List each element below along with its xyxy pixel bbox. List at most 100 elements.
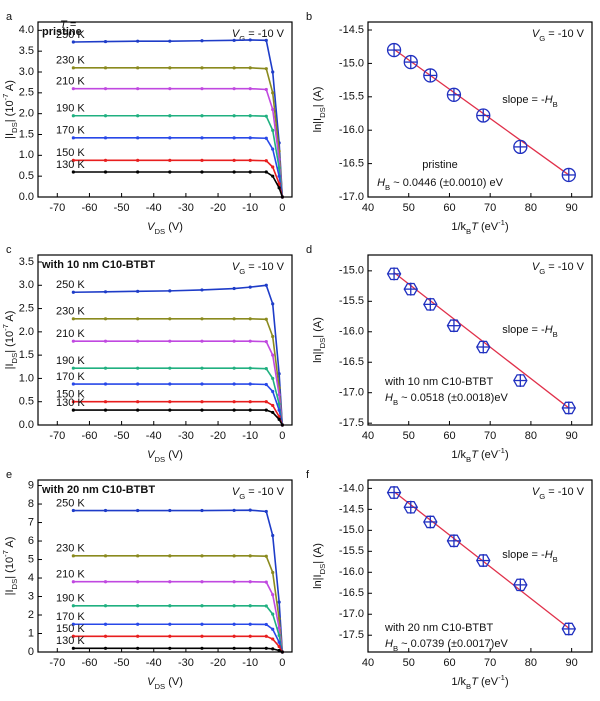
iv-point (71, 317, 75, 321)
result-note-part: H (385, 392, 393, 404)
iv-point (168, 408, 172, 412)
iv-point (136, 317, 140, 321)
x-axis-label-part: DS (154, 227, 165, 236)
iv-point (136, 39, 140, 43)
iv-point (277, 393, 281, 397)
result-note-part: ~ 0.0739 (±0.0017)eV (398, 638, 508, 650)
series-label: 250 K (56, 497, 85, 509)
iv-point (168, 382, 172, 386)
x-axis-label-part: -1 (498, 673, 505, 682)
x-axis-label-part: ) (505, 449, 509, 461)
x-axis-label-part: B (466, 227, 471, 236)
iv-point (271, 70, 275, 74)
x-tick-label: -70 (49, 430, 65, 442)
iv-curve (73, 137, 284, 198)
plot-frame (37, 21, 293, 198)
x-tick-label: 70 (484, 202, 496, 214)
y-axis-label-part: ln|I (312, 118, 324, 132)
gate-voltage-note-part: V (232, 28, 241, 40)
iv-point (248, 646, 252, 650)
y-tick-label: -17.5 (339, 629, 364, 641)
slope-note: slope = -HB (502, 94, 558, 109)
iv-point (264, 283, 268, 287)
gate-voltage-note-part: G (239, 492, 245, 501)
y-axis-label: |IDS| (10-7 A) (1, 311, 19, 370)
result-note: HB ~ 0.0446 (±0.0010) eV (377, 177, 504, 192)
iv-point (232, 408, 236, 412)
x-axis-label-part: (eV (478, 676, 499, 688)
iv-point (277, 166, 281, 170)
y-tick-label: -16.0 (339, 326, 364, 338)
iv-point (264, 317, 268, 321)
y-axis-label-part: | (10 (4, 331, 16, 353)
iv-point (71, 400, 75, 404)
iv-point (248, 622, 252, 626)
iv-curve (73, 400, 284, 426)
iv-point (248, 508, 252, 512)
x-tick-label: 80 (525, 430, 537, 442)
x-tick-label: 0 (279, 430, 285, 442)
fit-line (393, 48, 570, 176)
iv-point (103, 382, 108, 386)
x-tick-label: 90 (566, 202, 578, 214)
slope-note-part: B (553, 330, 558, 339)
slope-note-part: B (553, 555, 558, 564)
gate-voltage-note-part: = -10 V (245, 261, 284, 273)
iv-point (200, 39, 204, 43)
data-point (476, 108, 491, 123)
fit-line (393, 272, 570, 409)
gate-voltage-note: VG = -10 V (532, 486, 585, 501)
data-point (561, 622, 577, 636)
gate-voltage-note-part: V (232, 486, 241, 498)
y-tick-label: 1.0 (19, 372, 34, 384)
iv-point (271, 302, 275, 306)
iv-point (264, 67, 268, 71)
iv-point (200, 508, 204, 513)
x-axis-label-part: DS (154, 682, 165, 691)
iv-curve (73, 367, 284, 426)
iv-point (136, 580, 140, 584)
iv-point (136, 136, 140, 140)
x-axis-label-part: (eV (478, 221, 499, 233)
result-note-part: B (393, 398, 398, 407)
iv-point (168, 339, 172, 343)
y-tick-label: 3.5 (19, 45, 34, 57)
data-point (386, 42, 402, 58)
series-label: 150 K (56, 389, 85, 401)
gate-voltage-note-part: G (539, 267, 545, 276)
iv-point (200, 317, 204, 321)
iv-point (200, 366, 204, 370)
iv-point (200, 382, 204, 386)
iv-point (71, 508, 75, 513)
iv-point (136, 604, 140, 608)
gate-voltage-note-part: V (532, 486, 541, 498)
iv-point (248, 38, 252, 42)
iv-curve (73, 284, 284, 426)
sample-label: with 20 nm C10-BTBT (384, 622, 493, 634)
panel-label: e (6, 469, 12, 481)
y-tick-label: 8 (28, 498, 34, 510)
iv-point (264, 580, 268, 584)
sample-label: pristine (422, 159, 457, 171)
y-tick-label: 1.0 (19, 149, 34, 161)
result-note: HB ~ 0.0739 (±0.0017)eV (385, 638, 508, 653)
y-tick-label: -14.5 (339, 24, 364, 36)
iv-point (264, 634, 268, 638)
data-point (403, 282, 419, 296)
iv-point (277, 644, 281, 649)
y-tick-label: -15.0 (339, 524, 364, 536)
y-tick-label: -15.5 (339, 295, 364, 307)
iv-point (248, 554, 252, 558)
iv-curve (73, 409, 284, 426)
iv-point (71, 408, 75, 412)
iv-point (232, 604, 236, 608)
iv-point (232, 646, 236, 650)
result-note-part: B (393, 644, 398, 653)
series-label: 230 K (56, 543, 85, 555)
y-tick-label: -17.0 (339, 608, 364, 620)
y-axis-label-part: -7 (1, 550, 10, 557)
y-tick-label: -15.0 (339, 57, 364, 69)
y-tick-label: 3.0 (19, 279, 34, 291)
iv-point (248, 339, 252, 343)
iv-point (136, 622, 140, 626)
